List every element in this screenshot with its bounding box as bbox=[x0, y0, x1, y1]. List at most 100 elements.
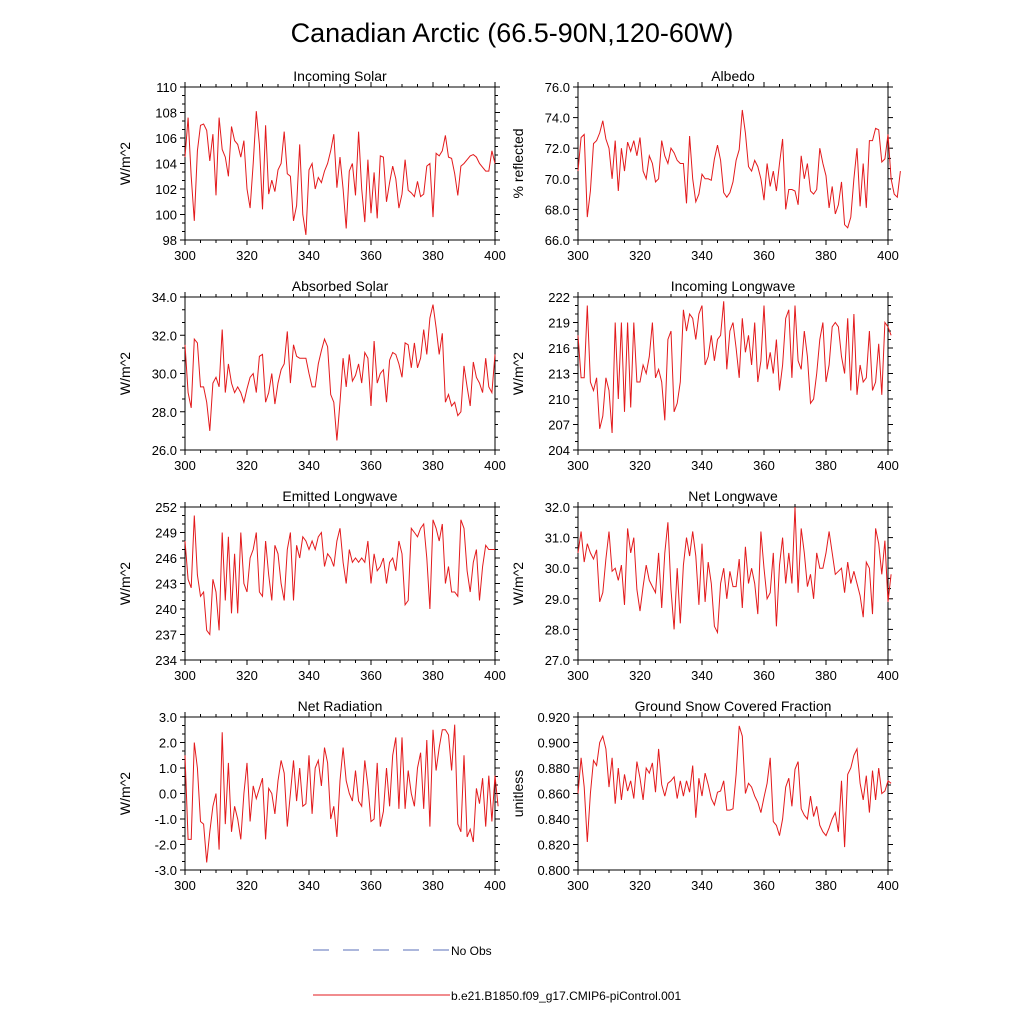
x-tick-label: 340 bbox=[298, 668, 320, 683]
y-tick-label: 68.0 bbox=[545, 202, 570, 217]
y-axis-label: W/m^2 bbox=[117, 352, 133, 395]
panel-title: Emitted Longwave bbox=[282, 488, 397, 504]
x-tick-label: 400 bbox=[484, 458, 506, 473]
x-tick-label: 340 bbox=[691, 668, 713, 683]
x-tick-label: 360 bbox=[360, 668, 382, 683]
x-tick-label: 300 bbox=[174, 458, 196, 473]
series-line-0 bbox=[577, 506, 892, 635]
plot-frame bbox=[577, 716, 889, 871]
x-tick-label: 360 bbox=[753, 878, 775, 893]
series-line-0 bbox=[577, 109, 901, 229]
y-tick-label: 28.0 bbox=[545, 622, 570, 637]
y-tick-label: 246 bbox=[155, 551, 177, 566]
x-tick-label: 400 bbox=[484, 878, 506, 893]
x-tick-label: 320 bbox=[236, 878, 258, 893]
y-tick-label: 110 bbox=[156, 80, 177, 95]
x-tick-label: 400 bbox=[484, 248, 506, 263]
y-tick-label: 2.0 bbox=[159, 736, 177, 751]
panels: Incoming Solar W/m^2 98 100 102 104 106 108 110 3… bbox=[117, 68, 901, 893]
y-tick-label: 234 bbox=[155, 653, 177, 668]
y-tick-label: 30.0 bbox=[545, 561, 570, 576]
y-tick-label: 76.0 bbox=[545, 80, 570, 95]
plot-frame bbox=[184, 296, 496, 451]
y-axis-label: unitless bbox=[510, 770, 526, 817]
series-line-0 bbox=[577, 725, 892, 848]
y-tick-label: 213 bbox=[548, 367, 570, 382]
y-tick-label: 249 bbox=[155, 526, 177, 541]
y-tick-label: 243 bbox=[155, 577, 177, 592]
x-tick-label: 380 bbox=[422, 248, 444, 263]
panel-title: Net Radiation bbox=[298, 698, 383, 714]
x-tick-label: 360 bbox=[360, 878, 382, 893]
y-tick-label: 240 bbox=[155, 602, 177, 617]
y-tick-label: 29.0 bbox=[545, 592, 570, 607]
y-tick-label: 34.0 bbox=[152, 290, 177, 305]
y-tick-label: 0.820 bbox=[537, 838, 570, 853]
y-tick-label: 106 bbox=[155, 131, 177, 146]
y-tick-label: 72.0 bbox=[545, 141, 570, 156]
x-tick-label: 300 bbox=[567, 248, 589, 263]
y-tick-label: 204 bbox=[548, 443, 570, 458]
panel-title: Incoming Solar bbox=[293, 68, 387, 84]
series-line-0 bbox=[184, 111, 496, 235]
x-tick-label: 360 bbox=[360, 458, 382, 473]
x-tick-label: 320 bbox=[236, 458, 258, 473]
x-tick-label: 360 bbox=[753, 458, 775, 473]
y-tick-label: 66.0 bbox=[545, 233, 570, 248]
x-tick-label: 320 bbox=[236, 248, 258, 263]
y-tick-label: 216 bbox=[548, 341, 570, 356]
y-tick-label: 30.0 bbox=[152, 367, 177, 382]
y-tick-label: 74.0 bbox=[545, 111, 570, 126]
x-tick-label: 300 bbox=[567, 878, 589, 893]
x-tick-label: 360 bbox=[753, 248, 775, 263]
x-tick-label: 340 bbox=[298, 458, 320, 473]
y-axis-label: W/m^2 bbox=[117, 772, 133, 815]
x-tick-label: 320 bbox=[629, 458, 651, 473]
y-tick-label: 1.0 bbox=[159, 761, 177, 776]
y-tick-label: 32.0 bbox=[545, 500, 570, 515]
plot-frame bbox=[577, 86, 889, 241]
y-tick-label: 70.0 bbox=[545, 172, 570, 187]
plot-frame bbox=[184, 86, 496, 241]
x-tick-label: 340 bbox=[691, 458, 713, 473]
plot-frame bbox=[577, 506, 889, 661]
panel-emitted-longwave: Emitted Longwave W/m^2 234 237 240 243 246 249 2… bbox=[117, 488, 506, 683]
x-tick-label: 300 bbox=[567, 458, 589, 473]
x-tick-label: 340 bbox=[691, 248, 713, 263]
panel-ground-snow-covered-fraction: Ground Snow Covered Fraction unitless 0.80… bbox=[510, 698, 899, 893]
y-tick-label: -2.0 bbox=[155, 838, 177, 853]
y-tick-label: 252 bbox=[155, 500, 177, 515]
panel-incoming-solar: Incoming Solar W/m^2 98 100 102 104 106 108 110 3… bbox=[117, 68, 506, 263]
panel-title: Albedo bbox=[711, 68, 755, 84]
series-line-0 bbox=[184, 304, 496, 441]
y-axis-label: % reflected bbox=[510, 128, 526, 198]
legend-label-no-obs: No Obs bbox=[451, 944, 492, 958]
x-tick-label: 340 bbox=[298, 248, 320, 263]
y-tick-label: -3.0 bbox=[155, 863, 177, 878]
panel-title: Absorbed Solar bbox=[292, 278, 389, 294]
x-tick-label: 360 bbox=[753, 668, 775, 683]
panel-albedo: Albedo % reflected 66.0 68.0 70.0 72.0 74.0 76.… bbox=[510, 68, 901, 263]
y-tick-label: 0.920 bbox=[537, 710, 570, 725]
x-tick-label: 380 bbox=[815, 878, 837, 893]
y-tick-label: 31.0 bbox=[545, 531, 570, 546]
x-tick-label: 380 bbox=[422, 668, 444, 683]
legend-label-model: b.e21.B1850.f09_g17.CMIP6-piControl.001 bbox=[451, 989, 681, 1003]
y-tick-label: 104 bbox=[155, 157, 177, 172]
x-tick-label: 320 bbox=[629, 878, 651, 893]
x-tick-label: 300 bbox=[174, 878, 196, 893]
panel-net-longwave: Net Longwave W/m^2 27.0 28.0 29.0 30.0 31.0 32.… bbox=[510, 488, 899, 683]
series-line-0 bbox=[184, 515, 495, 636]
y-tick-label: 210 bbox=[548, 392, 570, 407]
x-tick-label: 380 bbox=[815, 458, 837, 473]
x-tick-label: 340 bbox=[298, 878, 320, 893]
figure-title: Canadian Arctic (66.5-90N,120-60W) bbox=[291, 18, 734, 48]
y-tick-label: 0.800 bbox=[537, 863, 570, 878]
x-tick-label: 380 bbox=[815, 248, 837, 263]
x-tick-label: 380 bbox=[815, 668, 837, 683]
y-tick-label: 0.0 bbox=[159, 787, 177, 802]
y-axis-label: W/m^2 bbox=[510, 352, 526, 395]
x-tick-label: 400 bbox=[877, 668, 899, 683]
panel-incoming-longwave: Incoming Longwave W/m^2 204 207 210 213 216 219… bbox=[510, 278, 899, 473]
